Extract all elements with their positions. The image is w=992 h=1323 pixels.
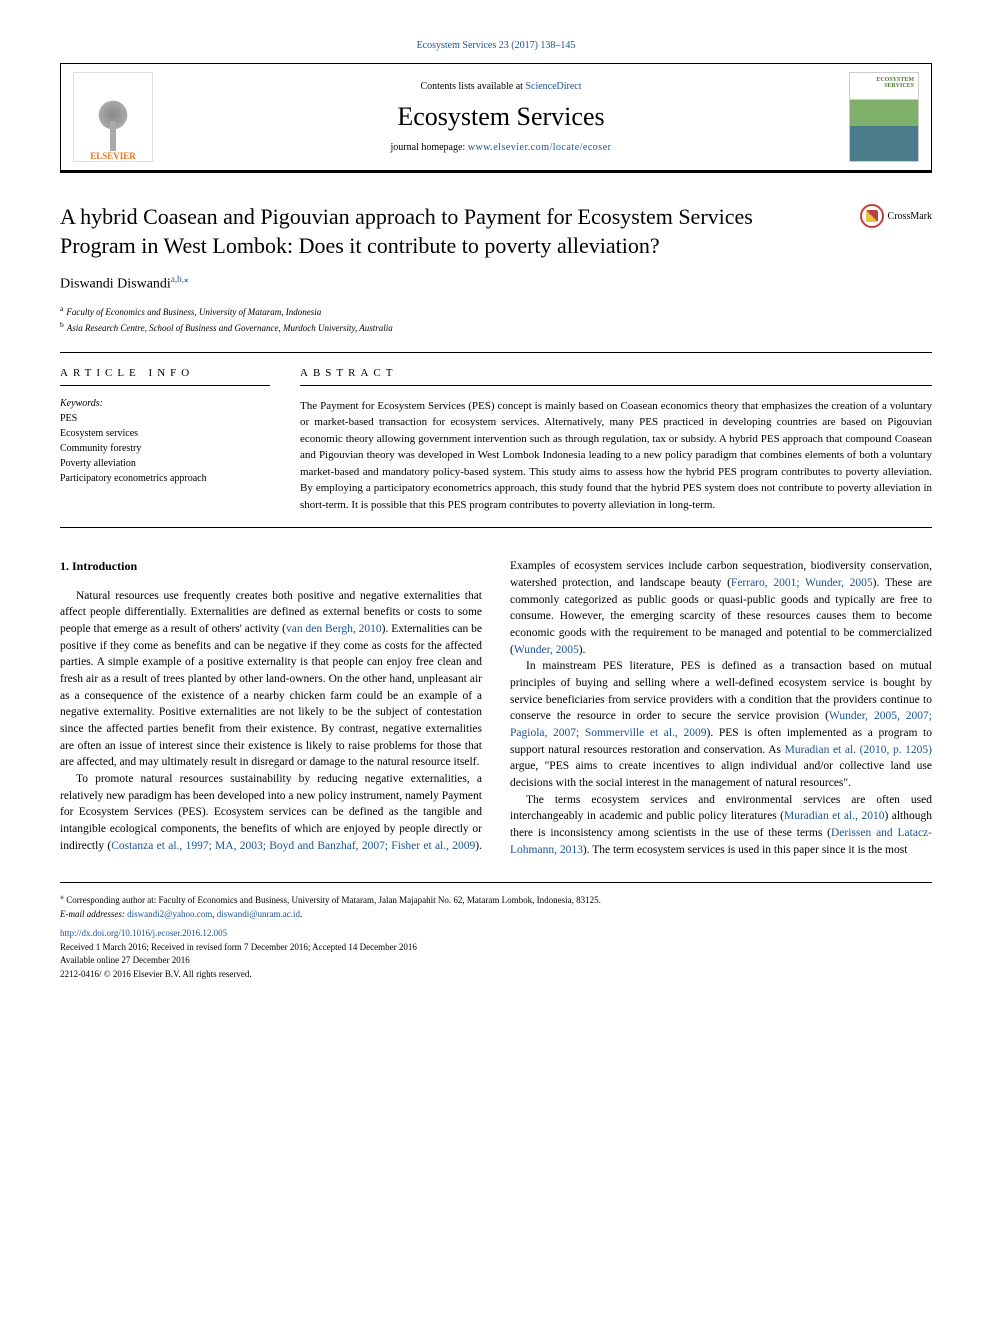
elsevier-logo: ELSEVIER	[73, 72, 153, 162]
crossmark-badge[interactable]: CrossMark	[860, 204, 932, 228]
keyword-item: Poverty alleviation	[60, 456, 270, 471]
journal-cover-thumbnail	[849, 72, 919, 162]
author-affiliation-marks[interactable]: a,b,⁎	[171, 274, 189, 284]
elsevier-tree-icon	[83, 91, 143, 151]
homepage-line: journal homepage: www.elsevier.com/locat…	[153, 142, 849, 153]
keywords-label: Keywords:	[60, 398, 270, 409]
homepage-prefix: journal homepage:	[391, 142, 468, 153]
section-1-heading: 1. Introduction	[60, 558, 482, 575]
keywords-list: PES Ecosystem services Community forestr…	[60, 411, 270, 486]
affil-mark-a: a	[60, 304, 63, 313]
article-footer: ⁎ Corresponding author at: Faculty of Ec…	[60, 882, 932, 981]
sciencedirect-link[interactable]: ScienceDirect	[525, 81, 581, 92]
affiliation-b: Asia Research Centre, School of Business…	[67, 323, 393, 333]
journal-name: Ecosystem Services	[153, 102, 849, 132]
citation-link[interactable]: Muradian et al., 2010	[784, 810, 884, 822]
abstract-text: The Payment for Ecosystem Services (PES)…	[300, 398, 932, 514]
article-info-heading: ARTICLE INFO	[60, 367, 270, 386]
affiliation-a: Faculty of Economics and Business, Unive…	[66, 307, 321, 317]
keyword-item: Community forestry	[60, 441, 270, 456]
keyword-item: Ecosystem services	[60, 426, 270, 441]
homepage-link[interactable]: www.elsevier.com/locate/ecoser	[468, 142, 612, 153]
abstract-block: ABSTRACT The Payment for Ecosystem Servi…	[300, 367, 932, 514]
email-end: .	[300, 909, 302, 919]
article-body: 1. Introduction Natural resources use fr…	[60, 558, 932, 858]
received-dates: Received 1 March 2016; Received in revis…	[60, 941, 932, 955]
author-email-link[interactable]: diswandi2@yahoo.com	[127, 909, 212, 919]
body-paragraph: The terms ecosystem services and environ…	[510, 792, 932, 859]
author-name: Diswandi Diswandi	[60, 277, 171, 292]
body-text: ). The term ecosystem services is used i…	[583, 844, 908, 856]
journal-header: ELSEVIER Contents lists available at Sci…	[60, 63, 932, 173]
corresponding-mark: ⁎	[60, 892, 64, 901]
citation-link[interactable]: Costanza et al., 1997; MA, 2003; Boyd an…	[111, 840, 475, 852]
body-text: ).	[579, 644, 586, 656]
contents-prefix: Contents lists available at	[420, 81, 525, 92]
citation-link[interactable]: Muradian et al. (2010, p. 1205)	[785, 744, 932, 756]
article-title: A hybrid Coasean and Pigouvian approach …	[60, 203, 932, 260]
email-label: E-mail addresses:	[60, 909, 127, 919]
abstract-heading: ABSTRACT	[300, 367, 932, 386]
doi-link[interactable]: http://dx.doi.org/10.1016/j.ecoser.2016.…	[60, 927, 932, 941]
affil-mark-b: b	[60, 320, 64, 329]
publisher-name: ELSEVIER	[90, 151, 136, 161]
body-paragraph: Natural resources use frequently creates…	[60, 588, 482, 771]
authors: Diswandi Diswandia,b,⁎	[60, 274, 932, 293]
citation-link[interactable]: van den Bergh, 2010	[286, 623, 382, 635]
keyword-item: Participatory econometrics approach	[60, 471, 270, 486]
body-paragraph: In mainstream PES literature, PES is def…	[510, 658, 932, 791]
copyright: 2212-0416/ © 2016 Elsevier B.V. All righ…	[60, 968, 932, 982]
corresponding-author: Corresponding author at: Faculty of Econ…	[66, 895, 601, 905]
crossmark-icon	[860, 204, 884, 228]
affiliations: aFaculty of Economics and Business, Univ…	[60, 303, 932, 336]
crossmark-label: CrossMark	[888, 211, 932, 222]
citation-link[interactable]: Ferraro, 2001; Wunder, 2005	[731, 577, 873, 589]
article-info-block: ARTICLE INFO Keywords: PES Ecosystem ser…	[60, 367, 270, 514]
body-text: argue, "PES aims to create incentives to…	[510, 760, 932, 789]
keyword-item: PES	[60, 411, 270, 426]
contents-line: Contents lists available at ScienceDirec…	[153, 81, 849, 92]
citation-link[interactable]: Wunder, 2005	[514, 644, 579, 656]
journal-reference: Ecosystem Services 23 (2017) 138–145	[60, 40, 932, 51]
body-text: ). Externalities can be positive if they…	[60, 623, 482, 768]
available-online: Available online 27 December 2016	[60, 954, 932, 968]
author-email-link[interactable]: diswandi@unram.ac.id	[217, 909, 300, 919]
